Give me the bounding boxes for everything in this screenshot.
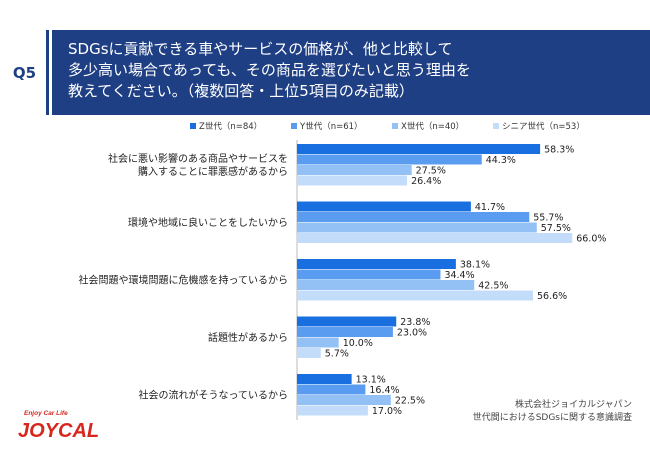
- title-line-2: 多少高い場合であっても、その商品を選びたいと思う理由を: [68, 61, 471, 79]
- value-label-3-1: 38.1%: [460, 260, 490, 271]
- value-label-2-1: 41.7%: [475, 202, 505, 213]
- value-label-2-2: 55.7%: [533, 213, 563, 224]
- source-note: 株式会社ジョイカルジャパン 世代間におけるSDGsに関する意識調査: [473, 399, 632, 425]
- legend-label-3: X世代（n=40）: [401, 121, 464, 132]
- category-label-4-line-1: 話題性があるから: [208, 331, 288, 344]
- legend-label-4: シニア世代（n=53）: [502, 121, 585, 132]
- category-label-5-line-1: 社会の流れがそうなっているから: [139, 389, 289, 402]
- value-label-2-3: 57.5%: [541, 223, 571, 234]
- value-label-4-1: 23.8%: [400, 317, 430, 328]
- value-label-5-2: 16.4%: [369, 385, 399, 396]
- bar-3-3: [297, 280, 475, 290]
- bar-3-4: [297, 290, 534, 301]
- bar-2-3: [297, 222, 537, 233]
- bar-1-4: [297, 175, 408, 186]
- category-label-3-line-1: 社会問題や環境問題に危機感を持っているから: [79, 274, 289, 287]
- bar-2-4: [297, 233, 573, 243]
- category-label-2-line-1: 環境や地域に良いことをしたいから: [128, 216, 288, 229]
- question-number: Q5: [0, 30, 49, 115]
- value-label-1-1: 58.3%: [544, 145, 574, 156]
- bar-3-2: [297, 269, 441, 280]
- title-line-1: SDGsに貢献できる車やサービスの価格が、他と比較して: [68, 40, 453, 58]
- joycal-logo: Enjoy Car Life JOYCAL: [18, 410, 99, 442]
- bar-1-3: [297, 165, 412, 175]
- value-label-3-3: 42.5%: [478, 281, 508, 292]
- legend-swatch-1: [190, 123, 196, 129]
- legend-label-1: Z世代（n=84）: [199, 121, 262, 132]
- legend-swatch-3: [392, 123, 398, 129]
- bar-3-1: [297, 259, 456, 269]
- value-label-5-4: 17.0%: [372, 406, 402, 417]
- value-label-4-3: 10.0%: [343, 338, 373, 349]
- logo-text: JOYCAL: [18, 420, 99, 442]
- question-title: SDGsに貢献できる車やサービスの価格が、他と比較して 多少高い場合であっても、…: [52, 30, 650, 115]
- logo-tagline: Enjoy Car Life: [24, 410, 68, 417]
- bar-chart: Z世代（n=84） Y世代（n=61） X世代（n=40） シニア世代（n=53） 社会…: [0, 118, 650, 428]
- bar-1-1: [297, 144, 541, 154]
- value-label-3-4: 56.6%: [537, 291, 567, 302]
- value-label-1-3: 27.5%: [416, 166, 446, 177]
- value-label-5-3: 22.5%: [395, 396, 425, 407]
- bar-chart-svg: Z世代（n=84） Y世代（n=61） X世代（n=40） シニア世代（n=53） 社会…: [79, 121, 606, 428]
- category-label-1-line-2: 購入することに罪悪感があるから: [138, 165, 288, 178]
- value-label-5-1: 13.1%: [356, 375, 386, 386]
- category-label-1-line-1: 社会に悪い影響のある商品やサービスを: [108, 152, 288, 165]
- value-label-4-4: 5.7%: [325, 349, 349, 360]
- title-line-3: 教えてください。（複数回答・上位5項目のみ記載）: [68, 82, 414, 100]
- legend-swatch-2: [291, 123, 297, 129]
- value-label-4-2: 23.0%: [397, 328, 427, 339]
- bar-5-4: [297, 405, 368, 416]
- bar-4-1: [297, 316, 397, 327]
- source-survey: 世代間におけるSDGsに関する意識調査: [472, 413, 632, 423]
- value-label-2-4: 66.0%: [576, 234, 606, 245]
- legend-swatch-4: [493, 123, 499, 129]
- source-company: 株式会社ジョイカルジャパン: [514, 400, 632, 410]
- value-label-1-2: 44.3%: [486, 155, 516, 166]
- bar-4-3: [297, 337, 339, 348]
- value-label-3-2: 34.4%: [444, 270, 474, 281]
- bar-2-1: [297, 201, 471, 212]
- bar-5-1: [297, 374, 352, 384]
- bar-4-4: [297, 348, 321, 358]
- bar-5-2: [297, 384, 366, 395]
- bar-5-3: [297, 395, 391, 405]
- value-label-1-4: 26.4%: [411, 176, 441, 187]
- legend-label-2: Y世代（n=61）: [299, 121, 363, 132]
- bar-2-2: [297, 212, 530, 222]
- bar-4-2: [297, 327, 393, 337]
- bar-1-2: [297, 154, 482, 165]
